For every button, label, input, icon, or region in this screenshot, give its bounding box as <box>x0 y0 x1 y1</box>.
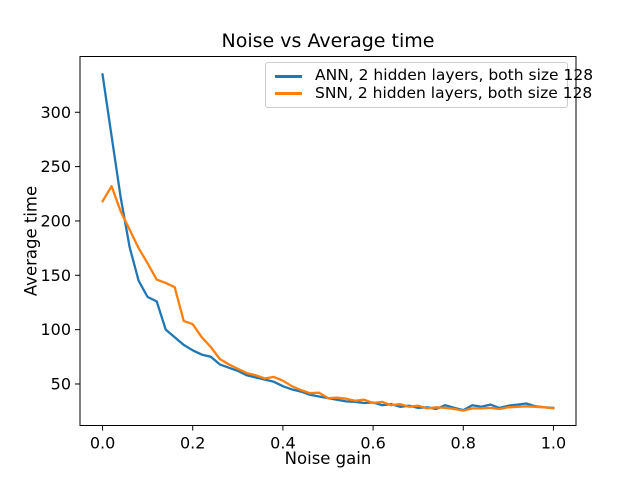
chart-title: Noise vs Average time <box>221 30 435 52</box>
x-tick-label: 1.0 <box>541 434 566 453</box>
x-tick-label: 0.8 <box>451 434 476 453</box>
axes-frame <box>79 56 577 426</box>
y-tick-label: 50 <box>51 374 71 393</box>
y-axis-label: Average time <box>21 185 41 297</box>
x-axis-label: Noise gain <box>284 449 372 468</box>
x-tick-label: 0.6 <box>360 434 385 453</box>
legend-entry-snn: SNN, 2 hidden layers, both size 128 <box>274 86 592 102</box>
x-tick-label: 0.4 <box>270 434 295 453</box>
snn-series-line <box>101 185 555 412</box>
y-tick-label: 300 <box>40 103 71 122</box>
y-tick-label: 250 <box>40 157 71 176</box>
x-tick-label: 0.2 <box>180 434 205 453</box>
ann-series-line <box>101 73 555 412</box>
legend-entry-ann: ANN, 2 hidden layers, both size 128 <box>274 68 593 84</box>
legend: ANN, 2 hidden layers, both size 128 SNN,… <box>265 62 593 108</box>
legend-label-ann: ANN, 2 hidden layers, both size 128 <box>315 66 594 85</box>
y-tick-label: 100 <box>40 320 71 339</box>
y-tick-label: 150 <box>40 266 71 285</box>
y-tick-label: 200 <box>40 211 71 230</box>
snn-line-swatch <box>275 92 302 96</box>
ann-line-swatch <box>275 74 302 78</box>
legend-label-snn: SNN, 2 hidden layers, both size 128 <box>315 84 593 103</box>
x-tick-label: 0.0 <box>90 434 115 453</box>
